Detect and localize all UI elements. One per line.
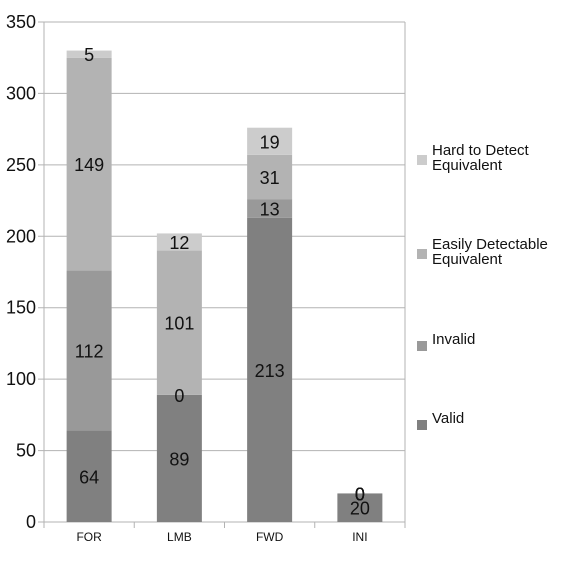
data-label: 31 (260, 168, 280, 188)
legend-swatch-hard-to-detect-equivalent (417, 155, 427, 165)
y-tick-label: 200 (6, 226, 36, 246)
bar-fwd-hard-to-detect-equivalent (247, 127, 293, 155)
y-tick-label: 300 (6, 83, 36, 103)
data-label: 12 (169, 233, 189, 253)
legend-swatch-invalid (417, 341, 427, 351)
y-tick-label: 350 (6, 12, 36, 32)
legend-swatch-easily-detectable-equivalent (417, 249, 427, 259)
bar-for-hard-to-detect-equivalent (66, 50, 112, 58)
legend-label: Equivalent (432, 157, 503, 174)
bar-lmb-valid (156, 394, 202, 522)
data-label: 0 (355, 484, 365, 504)
x-tick-label: LMB (167, 530, 192, 544)
bar-fwd-easily-detectable-equivalent (247, 154, 293, 200)
bar-ini-valid (337, 493, 383, 522)
x-tick-label: FWD (256, 530, 284, 544)
bar-lmb-hard-to-detect-equivalent (156, 233, 202, 251)
legend-label: Easily Detectable (432, 236, 548, 253)
x-tick-labels: FOR LMB FWD INI (76, 530, 367, 544)
data-label: 149 (74, 155, 104, 175)
y-tick-label: 0 (26, 512, 36, 532)
bar-lmb-easily-detectable-equivalent (156, 250, 202, 395)
data-label: 89 (169, 449, 189, 469)
bar-fwd-invalid (247, 199, 293, 218)
legend-label: Invalid (432, 331, 475, 348)
x-tick-label: INI (352, 530, 367, 544)
x-tick-label: FOR (76, 530, 102, 544)
y-tick-label: 100 (6, 369, 36, 389)
bars (66, 50, 383, 522)
data-label: 0 (174, 386, 184, 406)
data-label: 5 (84, 45, 94, 65)
y-tick-labels: 0 50 100 150 200 250 300 350 (6, 12, 36, 532)
data-label: 112 (75, 342, 104, 362)
data-label: 19 (260, 132, 280, 152)
legend-swatch-valid (417, 420, 427, 430)
y-tick-label: 250 (6, 155, 36, 175)
legend-label: Equivalent (432, 251, 503, 268)
y-tick-label: 50 (16, 441, 36, 461)
bar-for-valid (66, 430, 112, 522)
data-label: 0 (355, 484, 365, 504)
legend-label: Valid (432, 410, 464, 427)
legend-label: Hard to Detect (432, 142, 530, 159)
y-tick-label: 150 (6, 298, 36, 318)
data-label: 20 (350, 499, 370, 519)
data-label: 64 (79, 467, 99, 487)
bar-fwd-valid (247, 217, 293, 522)
bar-for-easily-detectable-equivalent (66, 57, 112, 271)
data-label: 13 (260, 199, 280, 219)
data-label: 213 (255, 361, 285, 381)
data-label: 0 (355, 484, 365, 504)
bar-for-invalid (66, 270, 112, 431)
data-label: 101 (164, 314, 194, 334)
